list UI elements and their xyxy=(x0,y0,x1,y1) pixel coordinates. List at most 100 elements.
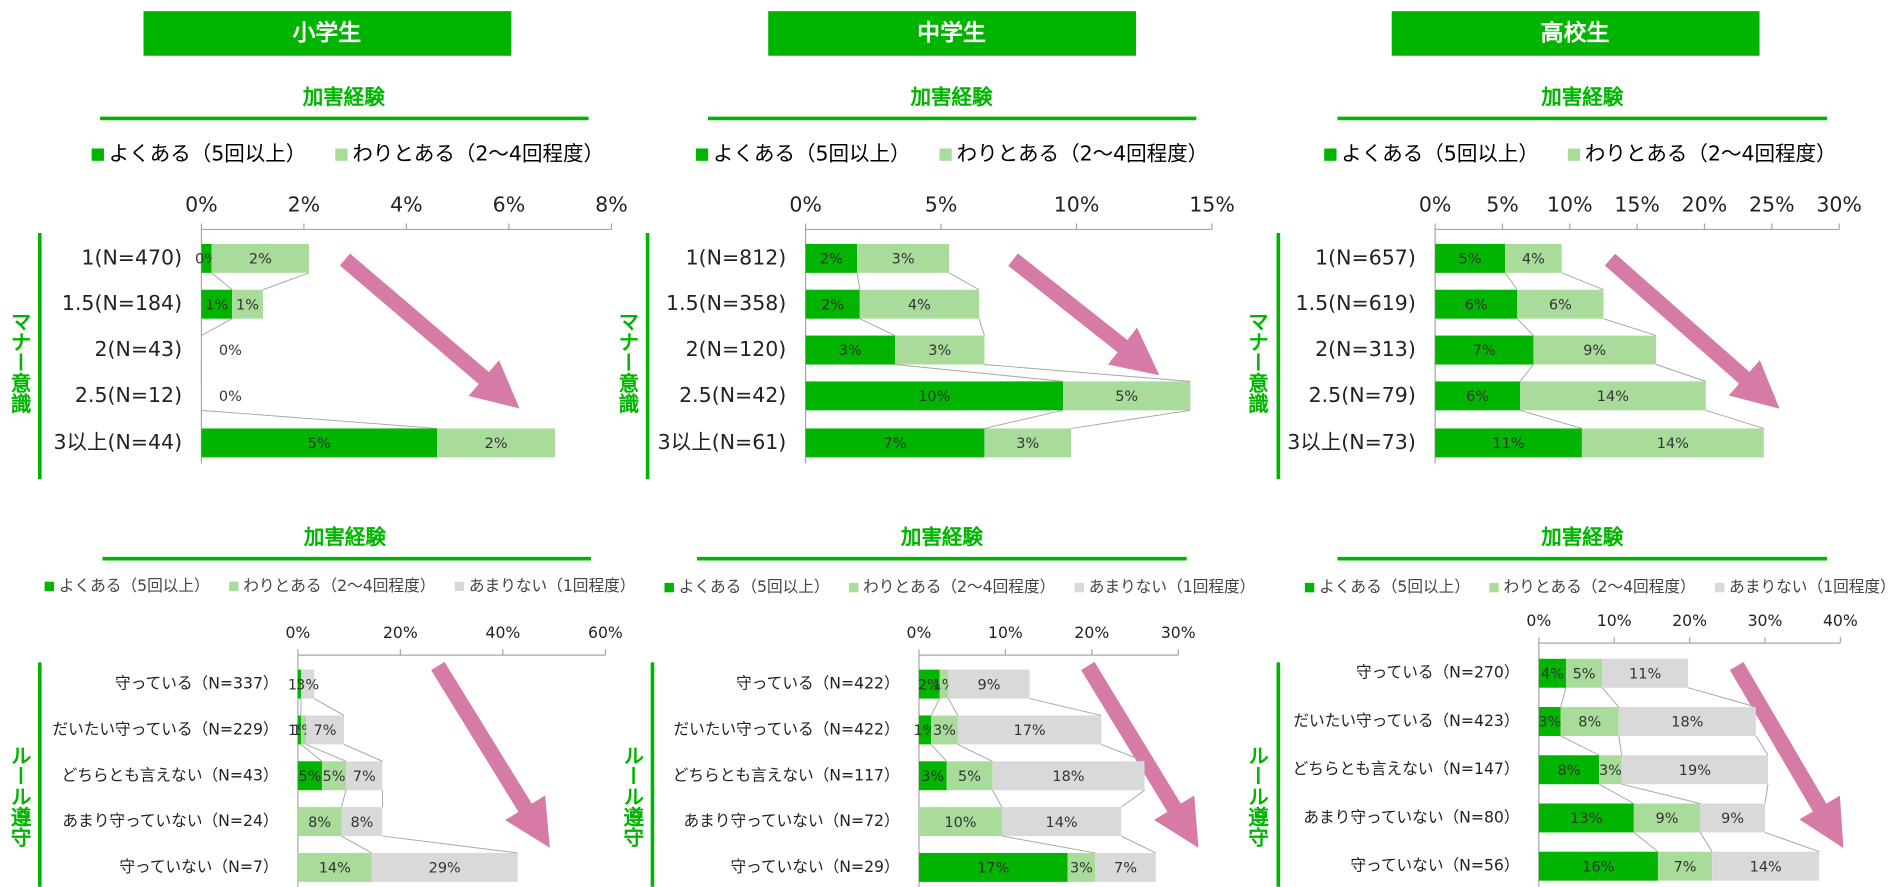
row-label: マナー意識 xyxy=(1244,311,1268,414)
connector-line xyxy=(930,698,941,716)
bar-segment xyxy=(1538,707,1561,736)
connector-line xyxy=(984,409,1064,429)
legend-label: わりとある（2～4回程度） xyxy=(1504,577,1696,596)
bar-segment xyxy=(211,243,310,273)
category-label: 2.5(N=42) xyxy=(679,383,786,407)
chart-title: 加害経験 xyxy=(900,525,983,549)
bar-segment xyxy=(1565,658,1603,688)
legend-swatch xyxy=(1304,582,1315,593)
bar-segment xyxy=(918,669,940,699)
bar-segment xyxy=(1095,852,1156,882)
x-tick-label: 10% xyxy=(1054,192,1100,216)
value-label: 18% xyxy=(1052,769,1084,785)
chart-title: 加害経験 xyxy=(1540,85,1623,109)
connector-line xyxy=(1687,687,1757,708)
value-label: 4% xyxy=(1522,252,1545,268)
bar-segment xyxy=(437,428,556,458)
connector-line xyxy=(300,744,323,762)
category-label: どちらとも言えない（N=117） xyxy=(673,765,900,784)
bar-segment xyxy=(918,807,1002,837)
bar-segment xyxy=(948,669,1030,699)
connector-line xyxy=(948,272,980,291)
category-label: 守っている（N=270） xyxy=(1356,663,1520,682)
value-label: 3% xyxy=(892,252,915,268)
category-label: 守っていない（N=7） xyxy=(119,857,278,876)
connector-line xyxy=(859,318,896,336)
category-label: 1(N=812) xyxy=(686,245,787,269)
x-tick-label: 10% xyxy=(1547,192,1593,216)
category-label: 2(N=313) xyxy=(1315,337,1416,361)
bar-segment xyxy=(946,761,993,791)
value-label: 3% xyxy=(839,343,862,359)
value-label: 5% xyxy=(1115,389,1138,405)
x-tick-label: 30% xyxy=(1748,611,1783,630)
value-label: 2% xyxy=(821,297,844,313)
value-label: 14% xyxy=(1045,815,1077,831)
bar-segment xyxy=(805,335,896,365)
legend-label: あまりない（1回程度） xyxy=(1729,577,1891,596)
value-label: 9% xyxy=(977,677,1000,693)
value-label: 1% xyxy=(205,297,228,313)
legend-swatch xyxy=(91,148,104,161)
category-label: 守っている（N=337） xyxy=(115,674,279,693)
connector-line xyxy=(314,698,345,716)
bar-segment xyxy=(306,715,345,745)
value-label: 5% xyxy=(308,436,331,452)
value-label: 7% xyxy=(1473,343,1496,359)
bar-segment xyxy=(895,335,985,365)
value-label: 5% xyxy=(958,769,981,785)
legend-swatch xyxy=(1324,148,1337,161)
connector-line xyxy=(856,272,861,290)
bar-segment xyxy=(201,428,438,458)
bar-segment xyxy=(1621,755,1768,785)
column-header-box xyxy=(1391,11,1760,56)
value-label: 7% xyxy=(884,436,907,452)
bar-segment xyxy=(1435,428,1582,458)
connector-line xyxy=(1699,832,1713,852)
legend-swatch xyxy=(1567,148,1581,161)
bar-segment xyxy=(1712,851,1820,881)
bar-segment xyxy=(805,289,860,319)
x-tick-label: 20% xyxy=(383,623,418,642)
column-header: 小学生 xyxy=(292,20,361,47)
connector-line xyxy=(978,318,985,336)
value-label: 8% xyxy=(1578,715,1601,731)
trend-arrow xyxy=(339,253,520,409)
value-label: 8% xyxy=(1558,763,1581,779)
chart-title: 加害経験 xyxy=(303,525,386,549)
bar-segment xyxy=(1505,243,1562,273)
value-label: 14% xyxy=(1750,859,1782,875)
bar-segment xyxy=(297,715,301,745)
x-tick-label: 0% xyxy=(285,623,310,642)
category-label: 1(N=657) xyxy=(1315,245,1416,269)
bar-segment xyxy=(1001,807,1122,837)
bar-segment xyxy=(201,243,212,273)
value-label: 3% xyxy=(921,769,944,785)
value-label: 10% xyxy=(918,389,950,405)
category-label: 守っている（N=422） xyxy=(736,674,900,693)
value-label: 9% xyxy=(1656,811,1679,827)
trend-arrow xyxy=(431,661,550,848)
bar-segment xyxy=(1700,803,1765,833)
bar-segment xyxy=(857,243,950,273)
bar-segment xyxy=(1538,755,1600,785)
x-tick-label: 30% xyxy=(1161,623,1196,642)
legend-swatch xyxy=(939,148,952,161)
connector-line xyxy=(343,743,383,762)
connector-line xyxy=(340,790,347,808)
bar-segment xyxy=(1517,289,1604,319)
value-label: 3% xyxy=(928,343,951,359)
value-label: 0% xyxy=(219,389,242,405)
legend-swatch xyxy=(664,582,674,593)
bar-segment xyxy=(1560,707,1619,736)
legend-swatch xyxy=(229,581,239,592)
category-label: 守っていない（N=56） xyxy=(1350,856,1519,875)
connector-line xyxy=(1121,835,1156,854)
x-tick-label: 60% xyxy=(588,623,623,642)
legend-label: よくある（5回以上） xyxy=(59,576,210,595)
value-label: 4% xyxy=(1541,666,1564,682)
value-label: 16% xyxy=(1582,859,1614,875)
x-tick-label: 20% xyxy=(1682,192,1728,216)
category-label: 1.5(N=619) xyxy=(1296,291,1416,315)
value-label: 29% xyxy=(429,861,461,877)
